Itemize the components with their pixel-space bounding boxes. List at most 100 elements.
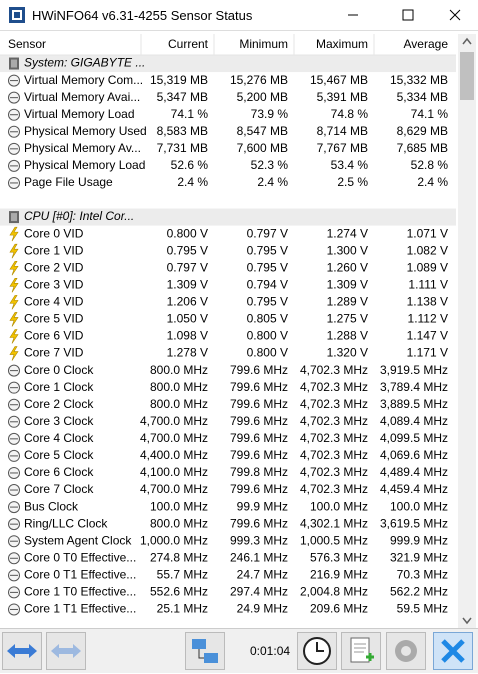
sensor-value: 7,685 MB xyxy=(397,141,448,155)
sensor-value: 3,789.4 MHz xyxy=(380,380,448,394)
sensor-value: 321.9 MHz xyxy=(390,550,448,564)
voltage-icon xyxy=(9,346,19,361)
sensor-value: 15,467 MB xyxy=(310,73,368,87)
sensor-value: 4,302.1 MHz xyxy=(300,516,368,530)
sensor-value: 1,000.0 MHz xyxy=(140,533,208,547)
voltage-icon xyxy=(9,278,19,293)
sensor-value: 74.1 % xyxy=(411,107,449,121)
sensor-name: Core 0 Clock xyxy=(24,363,94,377)
sensor-value: 15,276 MB xyxy=(230,73,288,87)
scrollbar[interactable] xyxy=(458,34,476,628)
sensor-value: 1.274 V xyxy=(327,226,368,240)
sensor-name: Core 2 VID xyxy=(24,260,84,274)
scroll-thumb[interactable] xyxy=(460,52,474,100)
network-button[interactable] xyxy=(185,632,225,670)
sensor-value: 1.206 V xyxy=(167,295,208,309)
arrows-icon xyxy=(7,644,37,658)
sensor-name: Bus Clock xyxy=(24,499,79,513)
sensor-value: 4,702.3 MHz xyxy=(300,380,368,394)
device-icon xyxy=(11,213,17,222)
sensor-value: 0.800 V xyxy=(247,329,288,343)
sensor-value: 800.0 MHz xyxy=(150,363,208,377)
voltage-icon xyxy=(9,295,19,310)
sensor-value: 1,000.5 MHz xyxy=(300,533,368,547)
sensor-name: Core 1 Clock xyxy=(24,380,94,394)
sensor-value: 4,100.0 MHz xyxy=(140,465,208,479)
sensor-name: Physical Memory Av... xyxy=(24,141,141,155)
sensor-value: 1.260 V xyxy=(327,260,368,274)
sensor-value: 2.5 % xyxy=(337,175,368,189)
reset-timer-button[interactable] xyxy=(297,632,337,670)
sensor-value: 4,702.3 MHz xyxy=(300,465,368,479)
sensor-value: 4,099.5 MHz xyxy=(380,431,448,445)
column-header: Minimum xyxy=(239,37,288,51)
sensor-value: 0.794 V xyxy=(247,277,288,291)
column-header: Maximum xyxy=(316,37,368,51)
sensor-value: 1.089 V xyxy=(407,260,448,274)
gear-icon xyxy=(395,640,417,662)
close-icon xyxy=(441,639,465,663)
sensor-value: 4,702.3 MHz xyxy=(300,431,368,445)
sensor-value: 70.3 MHz xyxy=(397,568,448,582)
sensor-value: 0.805 V xyxy=(247,312,288,326)
sensor-name: Core 6 Clock xyxy=(24,465,94,479)
sensor-value: 1.082 V xyxy=(407,243,448,257)
nav-forward-button[interactable] xyxy=(46,632,86,670)
close-button[interactable] xyxy=(433,632,473,670)
column-header: Average xyxy=(404,37,449,51)
sensor-value: 59.5 MHz xyxy=(397,602,448,616)
sensor-name: Core 4 Clock xyxy=(24,431,94,445)
sensor-value: 0.795 V xyxy=(167,243,208,257)
sensor-value: 799.6 MHz xyxy=(230,482,288,496)
table-body: System: GIGABYTE ... Virtual Memory Com..… xyxy=(0,55,456,616)
sensor-value: 74.8 % xyxy=(331,107,369,121)
sensor-value: 4,069.6 MHz xyxy=(380,448,448,462)
timer: 0:01:04 xyxy=(250,644,291,658)
sensor-value: 4,089.4 MHz xyxy=(380,414,448,428)
nav-back-button[interactable] xyxy=(2,632,42,670)
sensor-value: 2.4 % xyxy=(257,175,288,189)
sensor-name: Core 0 VID xyxy=(24,226,84,240)
report-button[interactable] xyxy=(341,632,381,670)
sensor-value: 7,767 MB xyxy=(317,141,368,155)
sensor-name: Core 3 VID xyxy=(24,277,84,291)
column-header: Sensor xyxy=(8,37,46,51)
close[interactable] xyxy=(449,9,461,21)
sensor-name: Core 0 T1 Effective... xyxy=(24,568,136,582)
sensor-value: 246.1 MHz xyxy=(230,550,288,564)
sensor-value: 1.071 V xyxy=(407,226,448,240)
column-header: Current xyxy=(168,37,209,51)
header-bg xyxy=(0,34,456,55)
sensor-value: 0.795 V xyxy=(247,295,288,309)
sensor-value: 552.6 MHz xyxy=(150,585,208,599)
sensor-value: 799.6 MHz xyxy=(230,397,288,411)
network-icon xyxy=(192,639,218,663)
sensor-name: Core 4 VID xyxy=(24,295,84,309)
sensor-name: Virtual Memory Avai... xyxy=(24,90,140,104)
maximize[interactable] xyxy=(402,9,414,21)
sensor-value: 3,619.5 MHz xyxy=(380,516,448,530)
sensor-value: 999.9 MHz xyxy=(390,533,448,547)
settings-button[interactable] xyxy=(386,632,426,670)
sensor-value: 1.289 V xyxy=(327,295,368,309)
sensor-name: Core 0 T0 Effective... xyxy=(24,550,136,564)
sensor-value: 0.797 V xyxy=(167,260,208,274)
sensor-value: 209.6 MHz xyxy=(310,602,368,616)
sensor-value: 0.800 V xyxy=(167,226,208,240)
sensor-value: 25.1 MHz xyxy=(157,602,208,616)
sensor-value: 4,489.4 MHz xyxy=(380,465,448,479)
sensor-value: 999.3 MHz xyxy=(230,533,288,547)
sensor-value: 74.1 % xyxy=(171,107,209,121)
sensor-value: 52.3 % xyxy=(251,158,289,172)
voltage-icon xyxy=(9,312,19,327)
sensor-value: 1.278 V xyxy=(167,346,208,360)
window-controls[interactable] xyxy=(328,0,478,30)
sensor-value: 100.0 MHz xyxy=(150,499,208,513)
sensor-name: Core 1 T0 Effective... xyxy=(24,585,136,599)
sensor-value: 100.0 MHz xyxy=(390,499,448,513)
sensor-value: 100.0 MHz xyxy=(310,499,368,513)
sensor-value: 1.320 V xyxy=(327,346,368,360)
sensor-name: Core 2 Clock xyxy=(24,397,94,411)
sensor-value: 4,700.0 MHz xyxy=(140,431,208,445)
sensor-value: 0.795 V xyxy=(247,260,288,274)
